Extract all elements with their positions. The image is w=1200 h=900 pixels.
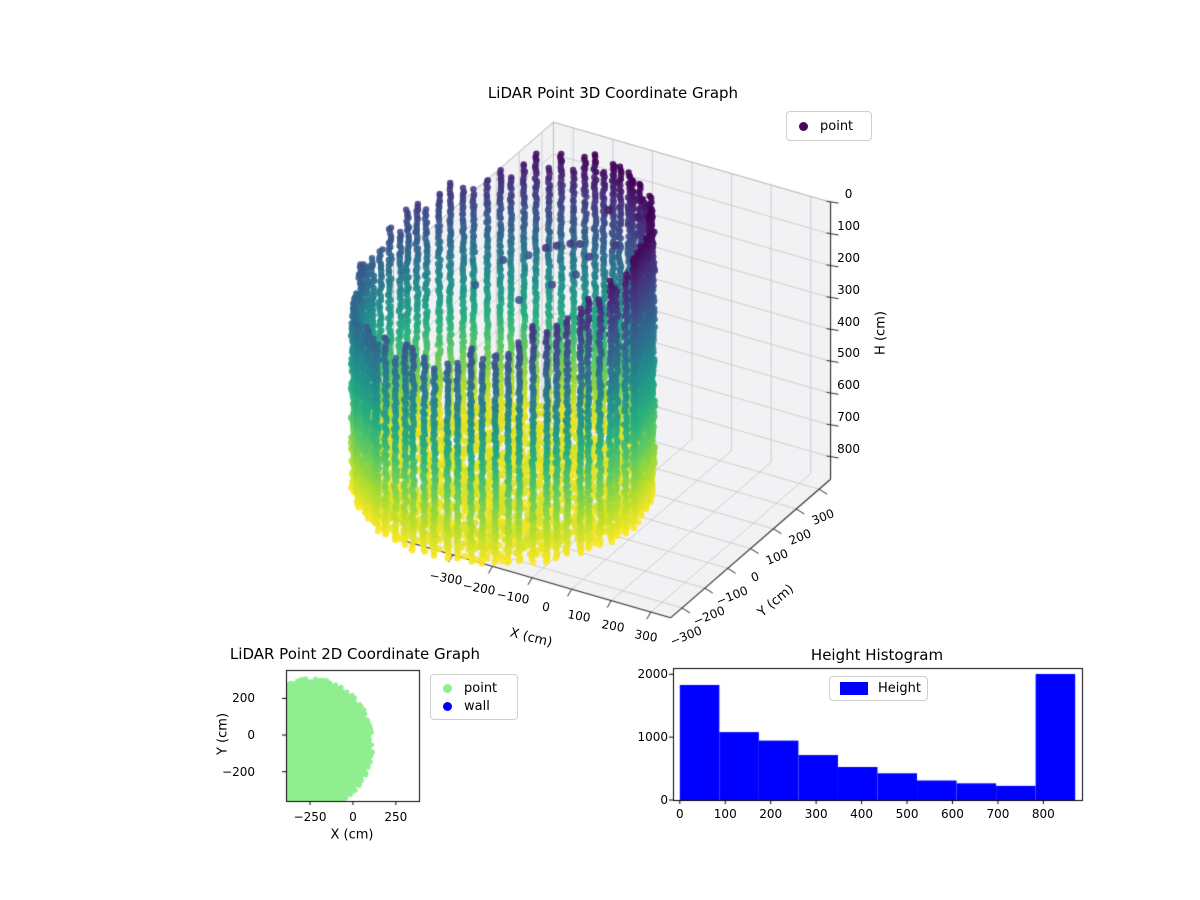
plot2d-yaxis-label: Y (cm)	[215, 712, 231, 756]
point-marker-icon	[799, 121, 808, 131]
height-bar-swatch-icon	[840, 682, 868, 695]
plot3d-ztick-label: 300	[837, 282, 860, 297]
plot3d-ztick-label: 0	[844, 187, 853, 202]
histogram-ytick-label: 1000	[637, 730, 668, 745]
wall-marker-icon	[443, 701, 452, 711]
histogram-xtick-label: 400	[850, 807, 874, 821]
plot2d-legend: point wall	[430, 674, 518, 720]
plot3d-legend-item-point: point	[799, 119, 871, 134]
plot2d-legend-label-wall: wall	[464, 698, 490, 714]
plot3d-ztick-label: 400	[837, 314, 860, 329]
histogram-legend-label: Height	[878, 681, 921, 696]
histogram-xtick-label: 500	[895, 807, 919, 821]
histogram-legend-item-height: Height	[840, 681, 927, 696]
histogram-xtick-label: 200	[759, 807, 783, 821]
plot2d-title: LiDAR Point 2D Coordinate Graph	[229, 645, 481, 663]
plot3d-legend: point	[786, 111, 872, 141]
plot3d-ztick-label: 600	[837, 378, 860, 393]
plot2d-ytick-label: 200	[232, 691, 255, 706]
plot3d-ztick-label: 100	[837, 219, 860, 233]
histogram-ytick-label: 0	[660, 793, 668, 807]
plot2d-ytick-label: 0	[247, 728, 255, 743]
histogram-xtick-label: 600	[941, 807, 964, 821]
plot3d-zaxis-label: H (cm)	[873, 311, 889, 355]
plot2d-ytick-label: −200	[222, 764, 255, 779]
plot2d-legend-item-point: point	[443, 681, 517, 696]
histogram-xtick-label: 100	[713, 807, 737, 821]
histogram-xtick-label: 0	[675, 807, 684, 821]
histogram-title: Height Histogram	[810, 646, 944, 664]
plot3d-title: LiDAR Point 3D Coordinate Graph	[487, 84, 739, 102]
plot2d-xtick-label: 0	[349, 810, 357, 824]
histogram-xtick-label: 700	[986, 807, 1010, 821]
plot3d-ztick-label: 500	[837, 346, 860, 361]
plot3d-ztick-label: 700	[837, 410, 860, 425]
plot3d-legend-label: point	[820, 118, 854, 134]
plot2d-legend-item-wall: wall	[443, 699, 517, 714]
plot3d-ztick-label: 200	[837, 250, 860, 265]
plot2d-xaxis-label: X (cm)	[330, 827, 374, 843]
plot2d-legend-label-point: point	[464, 680, 498, 696]
histogram-xtick-label: 800	[1031, 807, 1055, 821]
histogram-xtick-label: 300	[804, 807, 828, 821]
plot2d-xtick-label: −250	[293, 810, 327, 824]
point-marker-icon	[443, 683, 452, 693]
histogram-ytick-label: 2000	[637, 667, 668, 682]
plot3d-ztick-label: 800	[837, 441, 860, 456]
plot2d-xtick-label: 250	[384, 810, 408, 824]
histogram-legend: Height	[829, 676, 928, 701]
